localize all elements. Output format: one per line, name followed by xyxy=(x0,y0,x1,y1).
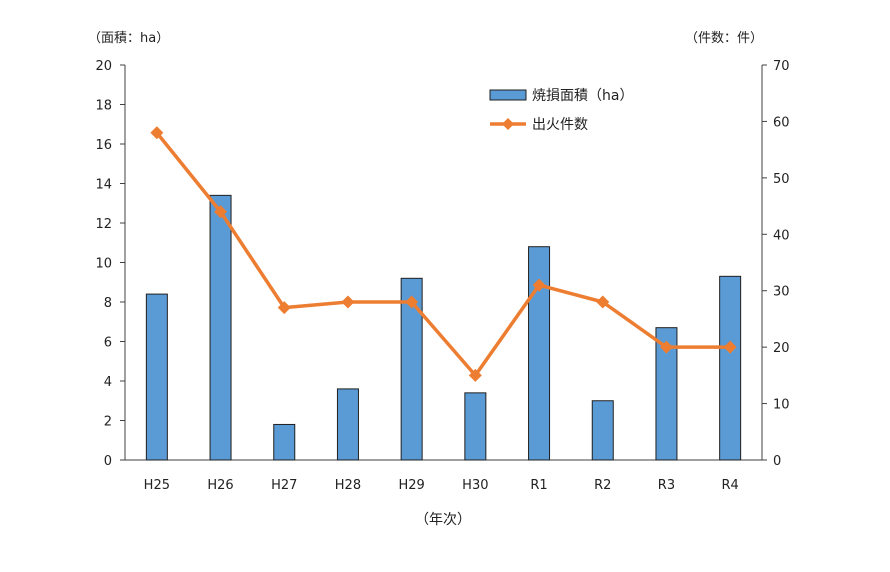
x-tick-label: H25 xyxy=(144,478,170,493)
bar xyxy=(209,194,232,461)
line-point xyxy=(150,126,164,140)
right-tick-label: 60 xyxy=(773,115,790,130)
left-tick-label: 20 xyxy=(95,59,112,74)
right-tick-label: 70 xyxy=(773,59,790,74)
left-tick-label: 10 xyxy=(95,257,112,272)
x-tick-label: R4 xyxy=(721,478,738,493)
legend-line-label: 出火件数 xyxy=(532,117,588,133)
line-point xyxy=(659,340,673,354)
right-tick-label: 10 xyxy=(773,398,790,413)
line-point xyxy=(723,340,737,354)
right-tick-label: 20 xyxy=(773,341,790,356)
right-tick-label: 40 xyxy=(773,228,790,243)
bar xyxy=(273,423,296,461)
line-series xyxy=(150,126,737,382)
right-tick-label: 50 xyxy=(773,172,790,187)
left-tick-label: 16 xyxy=(95,138,112,153)
line-point xyxy=(405,295,419,309)
left-axis-unit-label: （面積：ha） xyxy=(88,31,169,46)
x-tick-label: H28 xyxy=(335,478,361,493)
left-axis-ticks: 0 2 4 6 8 10 12 14 16 18 20 xyxy=(95,59,125,469)
line-point xyxy=(468,368,482,382)
bar xyxy=(591,400,614,461)
left-tick-label: 0 xyxy=(104,454,112,469)
line-path xyxy=(155,131,731,378)
left-tick-label: 12 xyxy=(95,217,112,232)
line-point xyxy=(214,205,228,219)
left-tick-label: 4 xyxy=(104,375,112,390)
x-tick-label: H27 xyxy=(271,478,297,493)
left-tick-label: 6 xyxy=(104,336,112,351)
bar xyxy=(719,275,742,461)
line-point xyxy=(532,278,546,292)
line-point xyxy=(277,301,291,315)
x-axis-title: （年次） xyxy=(415,512,471,528)
line-point xyxy=(341,295,355,309)
bar xyxy=(464,392,487,461)
bar xyxy=(145,293,168,461)
x-tick-label: R3 xyxy=(658,478,675,493)
bar xyxy=(655,327,678,461)
bar xyxy=(336,388,359,461)
left-tick-label: 18 xyxy=(95,99,112,114)
x-tick-label: R2 xyxy=(594,478,611,493)
right-tick-label: 30 xyxy=(773,285,790,300)
right-tick-label: 0 xyxy=(773,454,781,469)
legend-bar-swatch xyxy=(489,89,527,101)
left-tick-label: 14 xyxy=(95,178,112,193)
x-tick-label: H26 xyxy=(207,478,233,493)
bar xyxy=(400,277,423,461)
bar xyxy=(528,246,551,461)
line-point xyxy=(596,295,610,309)
x-tick-label: R1 xyxy=(530,478,547,493)
legend: 焼損面積（ha） 出火件数 xyxy=(489,88,633,133)
x-tick-label: H30 xyxy=(462,478,488,493)
legend-bar-label: 焼損面積（ha） xyxy=(532,88,633,104)
right-axis-unit-label: （件数：件） xyxy=(685,31,763,46)
x-tick-label: H29 xyxy=(398,478,424,493)
x-axis-ticks: H25 H26 H27 H28 H29 H30 R1 R2 R3 R4 xyxy=(144,478,739,493)
bar-series xyxy=(145,194,742,461)
left-tick-label: 2 xyxy=(104,415,112,430)
left-tick-label: 8 xyxy=(104,296,112,311)
legend-line-marker xyxy=(502,118,514,130)
right-axis-ticks: 0 10 20 30 40 50 60 70 xyxy=(762,59,790,469)
